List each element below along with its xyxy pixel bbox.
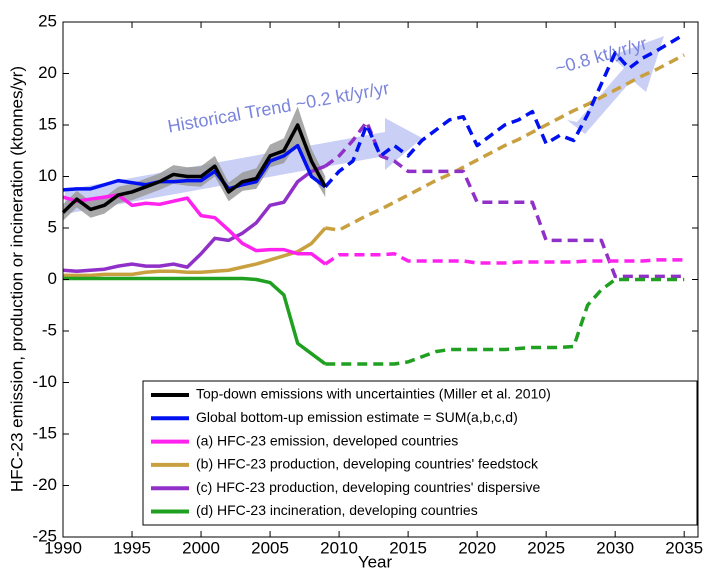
y-tick-label: 10 [38, 166, 57, 185]
projection-line [325, 277, 685, 366]
series-line [62, 143, 327, 192]
y-tick-label: -25 [32, 526, 57, 545]
y-tick-label: -10 [32, 372, 57, 391]
y-tick-label: 0 [48, 269, 57, 288]
legend-label: (b) HFC-23 production, developing countr… [196, 456, 539, 472]
legend-label: (c) HFC-23 production, developing countr… [196, 479, 540, 495]
x-tick-label: 1990 [44, 538, 82, 557]
legend-label: Top-down emissions with uncertainties (M… [196, 386, 551, 402]
projection-line [325, 53, 686, 232]
y-tick-label: -5 [42, 320, 57, 339]
series-line [63, 226, 327, 278]
legend-label: (d) HFC-23 incineration, developing coun… [196, 502, 478, 518]
projection-line [324, 120, 685, 279]
series-line [61, 123, 327, 214]
y-tick-label: 15 [38, 114, 57, 133]
projection-line [324, 252, 685, 266]
x-tick-label: 2000 [182, 538, 220, 557]
y-tick-label: 25 [38, 11, 57, 30]
x-axis-label: Year [358, 552, 393, 571]
series-line [62, 164, 326, 274]
y-tick-label: 20 [38, 63, 57, 82]
x-tick-label: 2020 [458, 538, 496, 557]
legend-label: (a) HFC-23 emission, developed countries [196, 432, 458, 448]
series-line [62, 193, 327, 266]
x-tick-label: 2025 [527, 538, 565, 557]
series-line [63, 276, 327, 366]
x-tick-label: 2005 [251, 538, 289, 557]
legend-box [142, 380, 698, 526]
y-tick-label: -20 [32, 475, 57, 494]
projection-line [323, 32, 686, 188]
x-tick-label: 2035 [665, 538, 703, 557]
x-tick-label: 1995 [113, 538, 151, 557]
y-tick-label: -15 [32, 423, 57, 442]
annotation: Historical Trend ~0.2 kt/yr/yr [166, 78, 391, 137]
x-tick-label: 2015 [389, 538, 427, 557]
y-tick-label: 5 [48, 217, 57, 236]
x-tick-label: 2030 [596, 538, 634, 557]
legend-label: Global bottom-up emission estimate = SUM… [196, 409, 518, 425]
x-tick-label: 2010 [320, 538, 358, 557]
y-axis-label: HFC-23 emission, production or incinerat… [7, 66, 26, 492]
trend-arrow [567, 36, 664, 134]
